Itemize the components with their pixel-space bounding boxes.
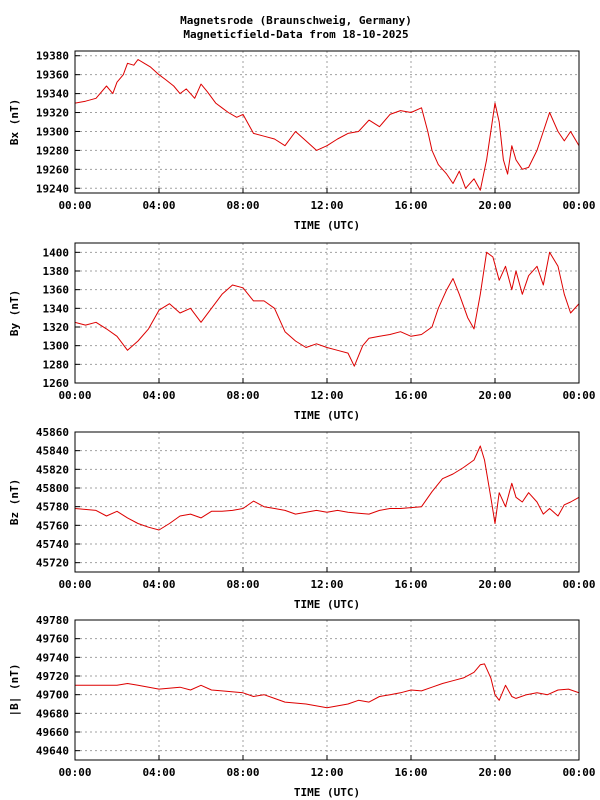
panel-3-xtick-label: 04:00 [142,578,175,591]
panel-2-ytick-label: 1400 [43,246,70,259]
panel-3-series-line [75,445,579,531]
panel-1-series-line [75,59,579,191]
panel-1-xlabel: TIME (UTC) [294,219,360,232]
panel-3-xtick-label: 00:00 [562,578,595,591]
panel-1-ytick-label: 19280 [36,144,69,157]
panel-3-ylabel: Bz (nT) [8,479,21,525]
panel-2-xtick-label: 12:00 [310,389,343,402]
panel-4-ytick-label: 49760 [36,633,69,646]
panel-1-ytick-label: 19260 [36,163,69,176]
panel-1-ytick-label: 19340 [36,88,69,101]
panel-2-series-line [75,251,579,367]
panel-3-xtick-label: 00:00 [58,578,91,591]
panel-3-xlabel: TIME (UTC) [294,598,360,611]
panel-3-xtick-label: 12:00 [310,578,343,591]
figure-title-line2: Magneticfield-Data from 18-10-2025 [183,28,408,41]
panel-2-xtick-label: 20:00 [478,389,511,402]
panel-2-ytick-label: 1300 [43,340,70,353]
panel-1: 19240 19260 19280 19300 19320 19340 19360 19380… [8,50,596,232]
panel-3-ytick-label: 45780 [36,501,69,514]
panel-4-xtick-label: 00:00 [58,766,91,779]
panel-2-ytick-label: 1340 [43,302,70,315]
panel-2: 1260 1280 1300 1320 1340 1360 1380 1400 00:00 04:… [8,242,596,422]
panel-3-ytick-label: 45820 [36,463,69,476]
panel-2-frame [74,242,580,384]
chart-panels: 19240 19260 19280 19300 19320 19340 19360 19380… [8,50,596,799]
panel-3-ytick-label: 45740 [36,538,69,551]
panel-2-ytick-label: 1280 [43,358,70,371]
panel-1-xtick-label: 16:00 [394,199,427,212]
panel-3-ytick-label: 45860 [36,426,69,439]
panel-4-series-line [75,663,579,709]
panel-4-frame [74,619,580,761]
panel-4-ylabel: |B| (nT) [8,664,21,717]
panel-2-xtick-label: 08:00 [226,389,259,402]
figure-title-line1: Magnetsrode (Braunschweig, Germany) [180,14,412,27]
panel-2-ylabel: By (nT) [8,290,21,336]
panel-2-ytick-label: 1320 [43,321,70,334]
panel-3-xtick-label: 08:00 [226,578,259,591]
panel-4-xtick-label: 12:00 [310,766,343,779]
panel-4-xtick-label: 04:00 [142,766,175,779]
panel-3-ytick-label: 45800 [36,482,69,495]
panel-4-ytick-label: 49700 [36,689,69,702]
panel-4: 49640 49660 49680 49700 49720 49740 49760 49780… [8,614,596,799]
panel-3-ytick-label: 45840 [36,445,69,458]
panel-4-ytick-label: 49680 [36,707,69,720]
panel-1-ytick-label: 19300 [36,125,69,138]
panel-1-ylabel: Bx (nT) [8,99,21,145]
panel-4-xtick-label: 20:00 [478,766,511,779]
panel-1-xtick-label: 04:00 [142,199,175,212]
panel-1-xtick-label: 00:00 [58,199,91,212]
panel-2-xtick-label: 00:00 [562,389,595,402]
panel-3-xtick-label: 16:00 [394,578,427,591]
panel-1-ytick-label: 19240 [36,182,69,195]
panel-1-ytick-label: 19380 [36,50,69,63]
panel-2-ytick-label: 1380 [43,265,70,278]
panel-1-xtick-label: 00:00 [562,199,595,212]
panel-4-xtick-label: 08:00 [226,766,259,779]
panel-4-xtick-label: 00:00 [562,766,595,779]
panel-1-frame [74,50,580,194]
panel-2-xtick-label: 00:00 [58,389,91,402]
panel-1-ytick-label: 19360 [36,69,69,82]
panel-4-ytick-label: 49720 [36,670,69,683]
panel-1-ytick-label: 19320 [36,107,69,120]
panel-4-ytick-label: 49780 [36,614,69,627]
panel-2-ytick-label: 1260 [43,377,70,390]
panel-3-ytick-label: 45720 [36,557,69,570]
panel-3: 45720 45740 45760 45780 45800 45820 45840 45860… [8,426,596,611]
panel-4-ytick-label: 49640 [36,745,69,758]
panel-4-xtick-label: 16:00 [394,766,427,779]
panel-2-xtick-label: 04:00 [142,389,175,402]
panel-1-xtick-label: 08:00 [226,199,259,212]
panel-1-xtick-label: 20:00 [478,199,511,212]
panel-2-ytick-label: 1360 [43,284,70,297]
panel-4-ytick-label: 49660 [36,726,69,739]
panel-3-ytick-label: 45760 [36,519,69,532]
panel-1-xtick-label: 12:00 [310,199,343,212]
panel-4-ytick-label: 49740 [36,651,69,664]
panel-4-xlabel: TIME (UTC) [294,786,360,799]
panel-2-xlabel: TIME (UTC) [294,409,360,422]
panel-3-xtick-label: 20:00 [478,578,511,591]
panel-2-xtick-label: 16:00 [394,389,427,402]
panel-3-frame [74,431,580,573]
